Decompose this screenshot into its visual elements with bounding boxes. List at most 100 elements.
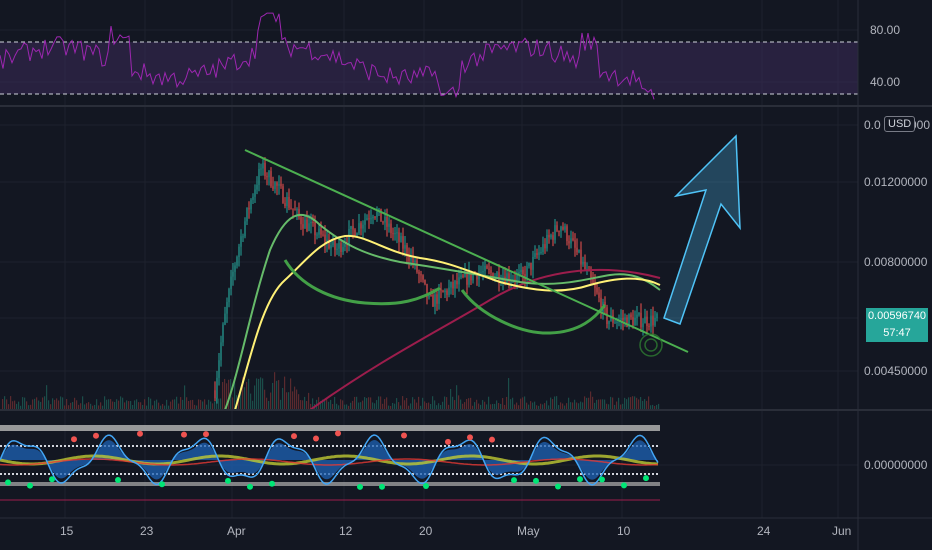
volume-bar — [464, 402, 466, 409]
volume-bar — [346, 404, 348, 409]
volume-bar — [640, 396, 642, 409]
volume-bar — [480, 404, 482, 409]
volume-bar — [418, 396, 420, 409]
candle-body — [488, 268, 490, 270]
candle-body — [336, 248, 338, 250]
volume-bar — [88, 402, 90, 409]
candle-body — [614, 322, 616, 324]
candle-body — [470, 270, 472, 281]
volume-bar — [340, 399, 342, 409]
countdown-tag: 57:47 — [866, 325, 928, 342]
osc-dot — [269, 480, 275, 487]
candle-body — [358, 223, 360, 234]
currency-badge[interactable]: USD — [884, 116, 916, 132]
volume-bar — [634, 396, 636, 409]
osc-dot — [93, 432, 99, 439]
candle-body — [386, 216, 388, 227]
volume-bar — [260, 377, 262, 409]
candle-body — [428, 295, 430, 298]
volume-bar — [374, 403, 376, 409]
candle-body — [432, 295, 434, 307]
volume-bar — [348, 405, 350, 409]
candle-body — [436, 294, 438, 304]
volume-bar — [362, 400, 364, 409]
osc-dot — [49, 476, 55, 483]
volume-bar — [50, 404, 52, 409]
volume-bar — [278, 380, 280, 409]
volume-bar — [194, 404, 196, 409]
volume-bar — [38, 400, 40, 409]
volume-bar — [296, 389, 298, 409]
candle-body — [324, 234, 326, 243]
candle-body — [252, 196, 254, 200]
candle-body — [600, 297, 602, 313]
volume-bar — [412, 397, 414, 409]
volume-bar — [198, 399, 200, 409]
volume-bar — [256, 378, 258, 409]
volume-bar — [648, 396, 650, 409]
candle-body — [426, 284, 428, 298]
candle-body — [302, 224, 304, 229]
candle-body — [230, 276, 232, 289]
volume-bar — [36, 397, 38, 409]
candle-body — [512, 279, 514, 281]
volume-bar — [542, 404, 544, 409]
candle-body — [326, 239, 328, 243]
volume-bar — [468, 398, 470, 409]
candle-body — [402, 236, 404, 249]
candle-body — [468, 270, 470, 285]
volume-bar — [202, 401, 204, 409]
volume-bar — [298, 394, 300, 409]
osc-dot — [137, 430, 143, 437]
volume-bar — [174, 399, 176, 409]
volume-bar — [102, 405, 104, 409]
candle-body — [576, 247, 578, 253]
volume-bar — [306, 401, 308, 409]
volume-bar — [350, 402, 352, 409]
volume-bars — [2, 372, 660, 409]
volume-bar — [496, 400, 498, 409]
candle-body — [258, 168, 260, 185]
candle-body — [620, 317, 622, 320]
candle-body — [254, 189, 256, 197]
volume-bar — [394, 403, 396, 409]
candle-body — [450, 281, 452, 288]
volume-bar — [292, 391, 294, 409]
volume-bar — [332, 404, 334, 409]
candle-body — [412, 255, 414, 263]
volume-bar — [440, 404, 442, 409]
candle-body — [652, 315, 654, 326]
osc-dot — [5, 479, 11, 486]
volume-bar — [654, 405, 656, 409]
candle-body — [274, 182, 276, 189]
volume-bar — [482, 400, 484, 409]
volume-bar — [608, 404, 610, 409]
candle-body — [308, 223, 310, 231]
volume-bar — [400, 405, 402, 409]
osc-tick-zero: 0.00000000 — [864, 458, 928, 472]
volume-bar — [330, 399, 332, 409]
candle-body — [264, 162, 266, 177]
volume-bar — [66, 399, 68, 409]
volume-bar — [274, 372, 276, 409]
volume-bar — [246, 381, 248, 409]
osc-dot — [313, 435, 319, 442]
candle-body — [388, 223, 390, 227]
volume-bar — [90, 403, 92, 409]
volume-bar — [446, 397, 448, 409]
volume-bar — [164, 405, 166, 409]
volume-bar — [360, 402, 362, 409]
volume-bar — [270, 392, 272, 409]
volume-bar — [638, 399, 640, 409]
ma-green-line — [224, 213, 661, 411]
volume-bar — [208, 399, 210, 409]
candle-body — [278, 183, 280, 186]
volume-bar — [188, 400, 190, 409]
candle-body — [342, 246, 344, 253]
osc-dot — [423, 483, 429, 490]
volume-bar — [218, 398, 220, 409]
volume-bar — [120, 396, 122, 409]
candle-body — [280, 183, 282, 187]
candle-body — [622, 317, 624, 321]
volume-bar — [122, 397, 124, 409]
